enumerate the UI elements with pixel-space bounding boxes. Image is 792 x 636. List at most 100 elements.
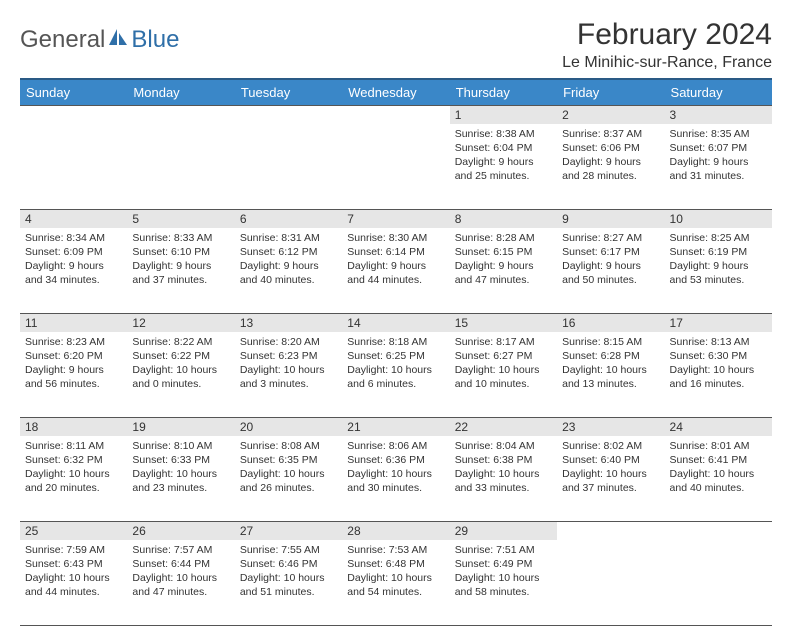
day-cell: Sunrise: 8:15 AMSunset: 6:28 PMDaylight:… bbox=[557, 332, 664, 418]
daylight-text: and 50 minutes. bbox=[562, 273, 659, 287]
day-number-row: 18192021222324 bbox=[20, 418, 772, 436]
day-cell: Sunrise: 8:23 AMSunset: 6:20 PMDaylight:… bbox=[20, 332, 127, 418]
day-number-cell: 16 bbox=[557, 314, 664, 332]
week-row: Sunrise: 7:59 AMSunset: 6:43 PMDaylight:… bbox=[20, 540, 772, 626]
day-number: 16 bbox=[562, 316, 575, 330]
daylight-text: and 33 minutes. bbox=[455, 481, 552, 495]
daylight-text: Daylight: 10 hours bbox=[132, 363, 229, 377]
day-number-cell: 6 bbox=[235, 210, 342, 228]
day-number-cell bbox=[235, 106, 342, 124]
day-number-cell: 3 bbox=[665, 106, 772, 124]
day-cell: Sunrise: 8:04 AMSunset: 6:38 PMDaylight:… bbox=[450, 436, 557, 522]
daylight-text: Daylight: 9 hours bbox=[25, 259, 122, 273]
daylight-text: and 13 minutes. bbox=[562, 377, 659, 391]
day-header: Thursday bbox=[450, 79, 557, 106]
day-number-cell: 28 bbox=[342, 522, 449, 540]
sunrise-text: Sunrise: 8:28 AM bbox=[455, 231, 552, 245]
day-number-row: 45678910 bbox=[20, 210, 772, 228]
day-number: 9 bbox=[562, 212, 569, 226]
day-number: 18 bbox=[25, 420, 38, 434]
day-number: 4 bbox=[25, 212, 32, 226]
daylight-text: Daylight: 9 hours bbox=[562, 259, 659, 273]
daylight-text: and 31 minutes. bbox=[670, 169, 767, 183]
sunrise-text: Sunrise: 8:22 AM bbox=[132, 335, 229, 349]
sunset-text: Sunset: 6:10 PM bbox=[132, 245, 229, 259]
day-header: Sunday bbox=[20, 79, 127, 106]
sunrise-text: Sunrise: 7:51 AM bbox=[455, 543, 552, 557]
daylight-text: and 34 minutes. bbox=[25, 273, 122, 287]
daylight-text: and 54 minutes. bbox=[347, 585, 444, 599]
daylight-text: and 0 minutes. bbox=[132, 377, 229, 391]
logo-text-blue: Blue bbox=[131, 26, 179, 54]
day-number-cell: 11 bbox=[20, 314, 127, 332]
day-cell: Sunrise: 8:22 AMSunset: 6:22 PMDaylight:… bbox=[127, 332, 234, 418]
sunset-text: Sunset: 6:25 PM bbox=[347, 349, 444, 363]
sunset-text: Sunset: 6:35 PM bbox=[240, 453, 337, 467]
daylight-text: and 58 minutes. bbox=[455, 585, 552, 599]
day-cell: Sunrise: 8:28 AMSunset: 6:15 PMDaylight:… bbox=[450, 228, 557, 314]
day-cell: Sunrise: 8:38 AMSunset: 6:04 PMDaylight:… bbox=[450, 124, 557, 210]
sunset-text: Sunset: 6:41 PM bbox=[670, 453, 767, 467]
sunrise-text: Sunrise: 8:06 AM bbox=[347, 439, 444, 453]
sunrise-text: Sunrise: 7:55 AM bbox=[240, 543, 337, 557]
daylight-text: Daylight: 10 hours bbox=[347, 571, 444, 585]
day-number: 8 bbox=[455, 212, 462, 226]
sunrise-text: Sunrise: 8:27 AM bbox=[562, 231, 659, 245]
sail-icon bbox=[107, 27, 129, 54]
daylight-text: Daylight: 9 hours bbox=[562, 155, 659, 169]
sunset-text: Sunset: 6:30 PM bbox=[670, 349, 767, 363]
sunset-text: Sunset: 6:44 PM bbox=[132, 557, 229, 571]
day-number: 28 bbox=[347, 524, 360, 538]
day-number-cell: 25 bbox=[20, 522, 127, 540]
daylight-text: and 16 minutes. bbox=[670, 377, 767, 391]
day-cell: Sunrise: 8:31 AMSunset: 6:12 PMDaylight:… bbox=[235, 228, 342, 314]
daylight-text: Daylight: 9 hours bbox=[455, 155, 552, 169]
day-cell: Sunrise: 8:27 AMSunset: 6:17 PMDaylight:… bbox=[557, 228, 664, 314]
day-number-cell: 13 bbox=[235, 314, 342, 332]
sunset-text: Sunset: 6:09 PM bbox=[25, 245, 122, 259]
day-number: 26 bbox=[132, 524, 145, 538]
day-cell: Sunrise: 8:33 AMSunset: 6:10 PMDaylight:… bbox=[127, 228, 234, 314]
day-number: 20 bbox=[240, 420, 253, 434]
title-block: February 2024 Le Minihic-sur-Rance, Fran… bbox=[562, 18, 772, 72]
day-number-cell bbox=[665, 522, 772, 540]
daylight-text: Daylight: 10 hours bbox=[240, 467, 337, 481]
daylight-text: and 25 minutes. bbox=[455, 169, 552, 183]
day-number: 24 bbox=[670, 420, 683, 434]
day-number: 22 bbox=[455, 420, 468, 434]
day-cell: Sunrise: 8:10 AMSunset: 6:33 PMDaylight:… bbox=[127, 436, 234, 522]
sunrise-text: Sunrise: 8:11 AM bbox=[25, 439, 122, 453]
daylight-text: Daylight: 10 hours bbox=[455, 467, 552, 481]
day-number-row: 25 26 27 28 29 bbox=[20, 522, 772, 540]
daylight-text: Daylight: 10 hours bbox=[455, 571, 552, 585]
day-cell bbox=[557, 540, 664, 626]
day-number: 1 bbox=[455, 108, 462, 122]
day-number: 2 bbox=[562, 108, 569, 122]
daylight-text: and 6 minutes. bbox=[347, 377, 444, 391]
sunset-text: Sunset: 6:46 PM bbox=[240, 557, 337, 571]
day-number-cell: 27 bbox=[235, 522, 342, 540]
sunrise-text: Sunrise: 8:37 AM bbox=[562, 127, 659, 141]
day-number-cell: 9 bbox=[557, 210, 664, 228]
daylight-text: and 26 minutes. bbox=[240, 481, 337, 495]
day-number: 5 bbox=[132, 212, 139, 226]
sunset-text: Sunset: 6:27 PM bbox=[455, 349, 552, 363]
day-cell bbox=[127, 124, 234, 210]
day-number: 6 bbox=[240, 212, 247, 226]
logo: General Blue bbox=[20, 26, 179, 54]
daylight-text: Daylight: 10 hours bbox=[347, 467, 444, 481]
day-cell: Sunrise: 8:13 AMSunset: 6:30 PMDaylight:… bbox=[665, 332, 772, 418]
sunrise-text: Sunrise: 7:57 AM bbox=[132, 543, 229, 557]
sunset-text: Sunset: 6:48 PM bbox=[347, 557, 444, 571]
day-cell: Sunrise: 7:51 AMSunset: 6:49 PMDaylight:… bbox=[450, 540, 557, 626]
sunrise-text: Sunrise: 8:31 AM bbox=[240, 231, 337, 245]
week-row: Sunrise: 8:34 AMSunset: 6:09 PMDaylight:… bbox=[20, 228, 772, 314]
day-number-cell: 8 bbox=[450, 210, 557, 228]
sunrise-text: Sunrise: 8:38 AM bbox=[455, 127, 552, 141]
daylight-text: and 20 minutes. bbox=[25, 481, 122, 495]
daylight-text: Daylight: 10 hours bbox=[670, 467, 767, 481]
day-number: 29 bbox=[455, 524, 468, 538]
sunrise-text: Sunrise: 8:30 AM bbox=[347, 231, 444, 245]
calendar-body: 1 2 3 Sunrise: 8:38 AMSunset: 6:04 PMDaylig… bbox=[20, 106, 772, 626]
daylight-text: and 40 minutes. bbox=[670, 481, 767, 495]
